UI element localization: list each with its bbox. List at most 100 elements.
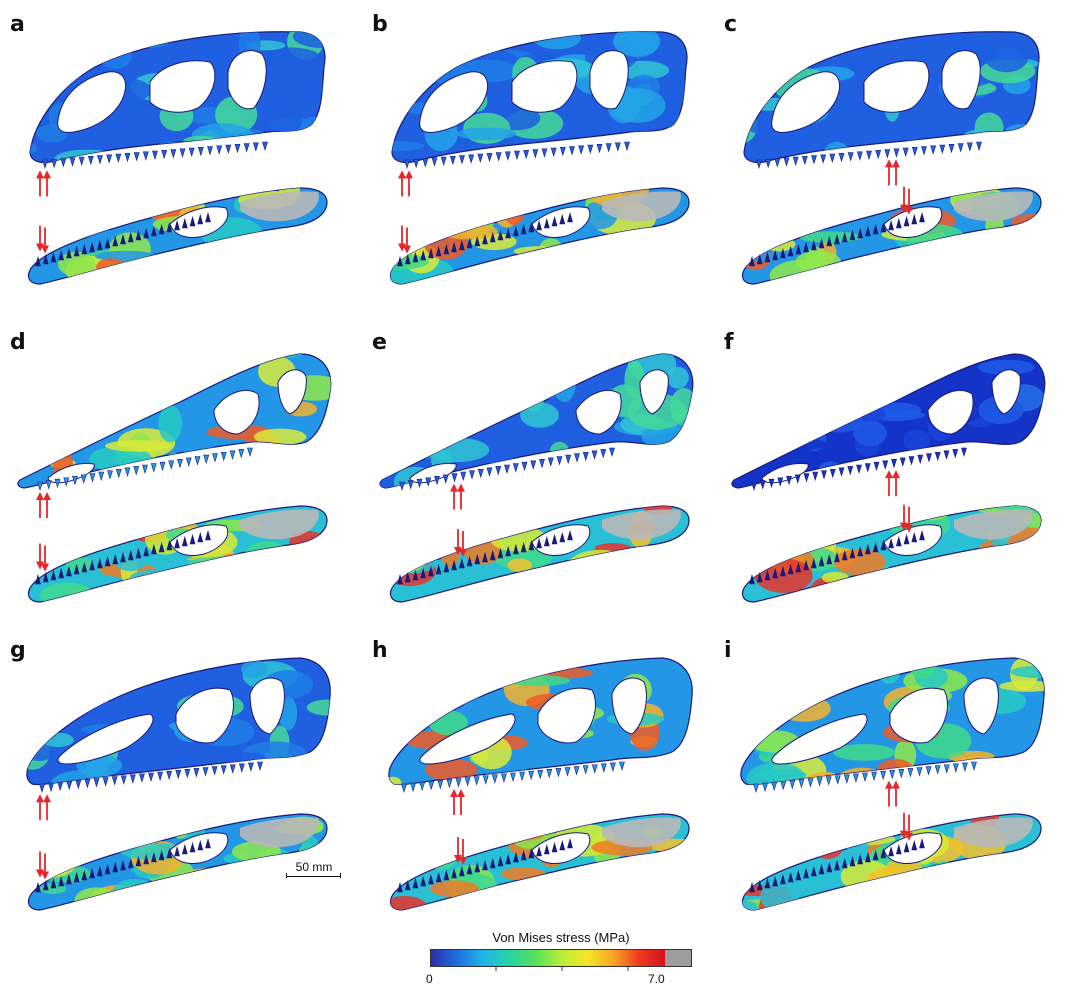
skull-fenestra	[227, 50, 267, 110]
skull-teeth	[753, 761, 977, 794]
skull-fenestra	[277, 369, 307, 415]
skull-model-g	[26, 657, 331, 794]
bite-arrow-skull-1	[36, 170, 44, 197]
panel-h-models	[388, 657, 693, 911]
bite-arrow-jaw-2	[905, 188, 913, 215]
panel-letter-g: g	[10, 638, 26, 663]
bite-arrow-jaw-2	[41, 853, 49, 880]
panel-d: d	[0, 330, 340, 620]
panel-b-models	[389, 31, 690, 285]
skull-model-h	[388, 657, 693, 794]
panel-c: c	[714, 12, 1054, 302]
bite-arrow-skull-1	[36, 794, 44, 821]
bite-arrow-skull-1	[36, 492, 44, 518]
mandible-teeth	[397, 529, 573, 585]
panel-letter-a: a	[10, 12, 25, 37]
skull-model-d	[17, 353, 332, 492]
skull-fenestra	[963, 677, 999, 735]
skull-fenestra	[57, 71, 126, 133]
panel-e: e	[362, 330, 702, 620]
mandible-model-g	[27, 813, 328, 911]
bite-arrow-skull-2	[405, 170, 413, 197]
skull-fenestra	[889, 687, 948, 744]
skull-model-a	[29, 31, 326, 170]
skull-model-f	[731, 353, 1046, 492]
panel-letter-f: f	[724, 330, 734, 355]
skull-fenestra	[175, 687, 234, 744]
mandible-teeth	[35, 837, 211, 893]
skull-teeth	[39, 761, 263, 794]
panel-letter-c: c	[724, 12, 738, 37]
panel-letter-i: i	[724, 638, 732, 663]
legend-min-label: 0	[426, 972, 433, 986]
panel-g: g	[0, 638, 340, 928]
panel-b: b	[362, 12, 702, 302]
legend-max-label: 7.0	[648, 972, 665, 986]
mandible-model-f	[741, 505, 1042, 603]
skull-fenestra	[589, 50, 629, 110]
bite-arrow-jaw-2	[403, 227, 411, 254]
bite-arrow-skull-2	[457, 788, 465, 815]
skull-fenestra	[927, 390, 974, 435]
skull-fenestra	[575, 390, 622, 435]
panel-g-models	[26, 657, 331, 911]
skull-fenestra	[941, 50, 981, 110]
skull-fenestra	[639, 369, 669, 415]
skull-fenestra	[511, 60, 578, 113]
scale-bar-line	[286, 873, 341, 878]
legend-title: Von Mises stress (MPa)	[492, 930, 630, 945]
skull-fenestra	[761, 463, 809, 484]
bite-arrow-jaw-2	[905, 506, 913, 533]
skull-fenestra	[771, 713, 868, 765]
stress-patches	[390, 506, 689, 602]
scale-bar-label: 50 mm	[295, 860, 333, 874]
skull-fenestra	[771, 71, 840, 133]
bite-arrow-jaw-1	[900, 504, 908, 531]
stress-patches	[379, 354, 693, 488]
panel-h: h	[362, 638, 702, 928]
panel-f-models	[731, 353, 1046, 603]
mandible-teeth	[397, 211, 573, 267]
panel-i-models	[740, 657, 1045, 911]
skull-model-b	[391, 31, 688, 170]
bite-arrow-jaw-2	[41, 545, 49, 572]
panel-a: a	[0, 12, 340, 302]
bite-arrow-skull-1	[398, 170, 406, 197]
panel-letter-h: h	[372, 638, 388, 663]
panel-letter-e: e	[372, 330, 387, 355]
bite-arrow-jaw-2	[459, 838, 467, 865]
bite-arrow-skull-1	[450, 483, 458, 510]
bite-arrow-jaw-2	[905, 814, 913, 841]
legend-ticks	[495, 967, 629, 971]
skull-teeth	[756, 141, 982, 170]
skull-fenestra	[991, 369, 1021, 415]
bite-arrow-skull-2	[892, 470, 900, 497]
skull-teeth	[37, 447, 253, 492]
panel-letter-d: d	[10, 330, 26, 355]
bite-arrow-jaw-1	[454, 836, 462, 863]
skull-fenestra	[419, 713, 516, 765]
panel-f: f	[714, 330, 1054, 620]
bite-arrow-skull-2	[43, 170, 51, 197]
bite-arrow-skull-2	[43, 492, 51, 518]
bite-arrow-skull-2	[892, 780, 900, 807]
mandible-teeth	[35, 211, 211, 267]
mandible-teeth	[749, 837, 925, 893]
skull-teeth	[404, 141, 630, 170]
skull-model-i	[740, 657, 1045, 794]
bite-arrow-skull-2	[43, 794, 51, 821]
mandible-model-h	[389, 813, 690, 911]
mandible-model-c	[741, 187, 1042, 285]
panel-letter-b: b	[372, 12, 388, 37]
skull-teeth	[751, 447, 967, 492]
skull-model-c	[743, 31, 1040, 170]
skull-fenestra	[409, 463, 457, 484]
bite-arrow-jaw-1	[900, 812, 908, 839]
bite-arrow-jaw-1	[454, 528, 462, 555]
bite-arrow-skull-1	[885, 470, 893, 497]
skull-fenestra	[249, 677, 285, 735]
skull-teeth	[399, 447, 615, 492]
skull-fenestra	[863, 60, 930, 113]
bite-arrow-skull-1	[885, 159, 893, 186]
bite-arrow-skull-2	[457, 483, 465, 510]
